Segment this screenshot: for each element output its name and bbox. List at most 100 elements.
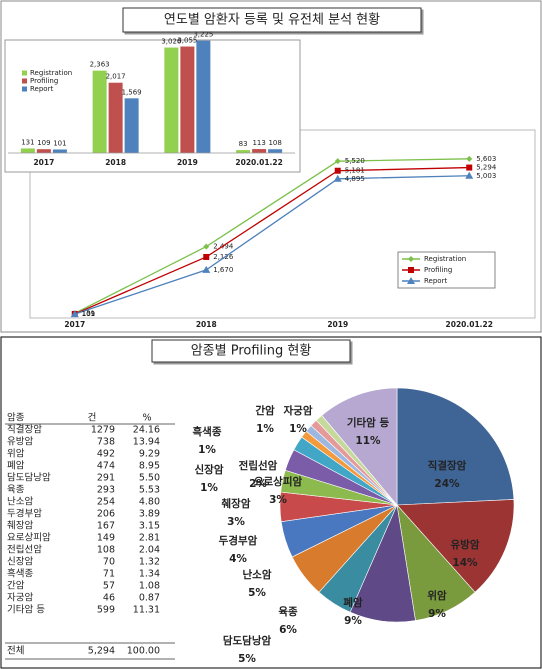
point [334, 158, 341, 165]
table-cell: 474 [97, 461, 115, 472]
table-cell: 직결장암 [7, 424, 42, 436]
table: 암종 건 % 직결장암 1279 24.16 유방암 738 13.94 위암 492 9.29… [5, 412, 175, 660]
pie-value-label: 5% [238, 653, 256, 665]
table-cell: 3.89 [139, 509, 160, 520]
data-label: 101 [82, 310, 95, 318]
data-label: 131 [21, 138, 34, 146]
point [202, 265, 211, 273]
table-cell: 기타암 등 [7, 604, 45, 616]
bar [252, 149, 267, 153]
pie-value-label: 1% [200, 482, 218, 494]
point [408, 267, 414, 273]
table-cell: 13.94 [133, 437, 160, 448]
data-label: 101 [53, 139, 66, 147]
pie-label: 위암 [427, 589, 447, 602]
table-cell: 간암 [7, 580, 25, 592]
legend-swatch [22, 86, 27, 92]
legend-label: Registration [424, 255, 466, 263]
table-cell: 599 [97, 605, 115, 616]
pie-value-label: 1% [289, 423, 307, 435]
table-cell: 췌장암 [7, 520, 33, 532]
title-box [151, 339, 351, 363]
x-tick-label: 2019 [177, 158, 198, 167]
bar-chart: 2017 131 109 101 2018 2,363 2,017 1,569 2019 3,02… [8, 31, 295, 167]
data-label: 5,003 [476, 172, 496, 180]
data-label: 3,026 [161, 38, 182, 46]
x-tick-label: 2020.01.22 [446, 320, 493, 329]
x-tick-label: 2018 [196, 320, 217, 329]
table-cell: 1.32 [139, 557, 160, 568]
pie-label: 췌장암 [222, 497, 251, 510]
point [407, 277, 415, 284]
table-cell: 흑색종 [7, 568, 33, 580]
point [466, 164, 473, 171]
legend-label: Report [424, 277, 447, 285]
pie-label: 육종 [278, 606, 298, 618]
pie-value-label: 9% [344, 615, 362, 627]
table-cell: 149 [97, 533, 115, 544]
table-cell: 5.50 [139, 473, 160, 484]
data-label: 1,569 [122, 88, 142, 96]
title-box [122, 7, 422, 33]
table-cell: 전립선암 [7, 544, 42, 556]
table-cell: 담도담낭암 [7, 472, 51, 484]
data-label: 3,055 [177, 37, 197, 45]
data-label: 108 [268, 139, 281, 147]
table-cell: 난소암 [7, 496, 33, 508]
table-total: 100.00 [127, 646, 160, 657]
table-cell: 2.04 [139, 545, 160, 556]
bar [36, 149, 51, 153]
data-label: 5,603 [476, 155, 496, 163]
data-label: 3,225 [193, 31, 213, 39]
bar [268, 149, 283, 153]
bar [236, 150, 251, 153]
point [408, 256, 414, 262]
legend-label: Profiling [30, 77, 58, 85]
pie-label: 두경부암 [219, 534, 258, 547]
line [74, 175, 470, 315]
table-cell: 738 [97, 437, 115, 448]
bar [196, 40, 211, 154]
bar [108, 82, 123, 153]
point [466, 155, 473, 162]
pie-chart: 직결장암 24% 유방암 14% 위암 9% 폐암 9% 담도담낭암 5% 육종 6% 난소암 5% 두경부… [193, 387, 515, 665]
bar [164, 47, 179, 153]
table-cell: 70 [103, 557, 115, 568]
data-label: 113 [252, 139, 265, 147]
point [70, 310, 79, 318]
x-tick-label: 2017 [64, 320, 85, 329]
pie-label: 담도담낭암 [223, 634, 272, 647]
pie-value-label: 1% [256, 423, 274, 435]
data-label: 5,294 [476, 164, 497, 172]
point [203, 243, 210, 250]
pie-label: 전립선암 [239, 459, 278, 472]
data-label: 2,126 [213, 253, 234, 261]
data-label: 109 [82, 310, 95, 318]
table-cell: 2.81 [139, 533, 160, 544]
data-label: 2,494 [213, 243, 234, 251]
point [334, 167, 341, 174]
table-header: 건 [88, 413, 97, 424]
table-cell: 57 [103, 581, 115, 592]
pie-slice [321, 387, 398, 506]
table-cell: 492 [97, 449, 115, 460]
table-cell: 폐암 [7, 460, 25, 472]
pie-label: 직결장암 [428, 459, 467, 472]
legend-swatch [22, 78, 27, 84]
table-total: 5,294 [88, 646, 115, 657]
table-cell: 167 [97, 521, 115, 532]
chart-title: 연도별 암환자 등록 및 유전체 분석 현황 [164, 13, 380, 28]
pie-value-label: 2% [249, 478, 267, 490]
table-cell: 두경부암 [7, 508, 42, 520]
pie-slice [396, 499, 515, 593]
line [74, 158, 470, 314]
table-cell: 11.31 [133, 605, 160, 616]
line [74, 166, 470, 315]
x-tick-label: 2018 [105, 158, 126, 167]
x-tick-label: 2019 [327, 320, 348, 329]
table-cell: 1.34 [139, 569, 160, 580]
bar [124, 98, 139, 153]
table-cell: 자궁암 [7, 592, 33, 604]
pie-label: 기타암 등 [347, 416, 390, 429]
table-cell: 206 [97, 509, 115, 520]
